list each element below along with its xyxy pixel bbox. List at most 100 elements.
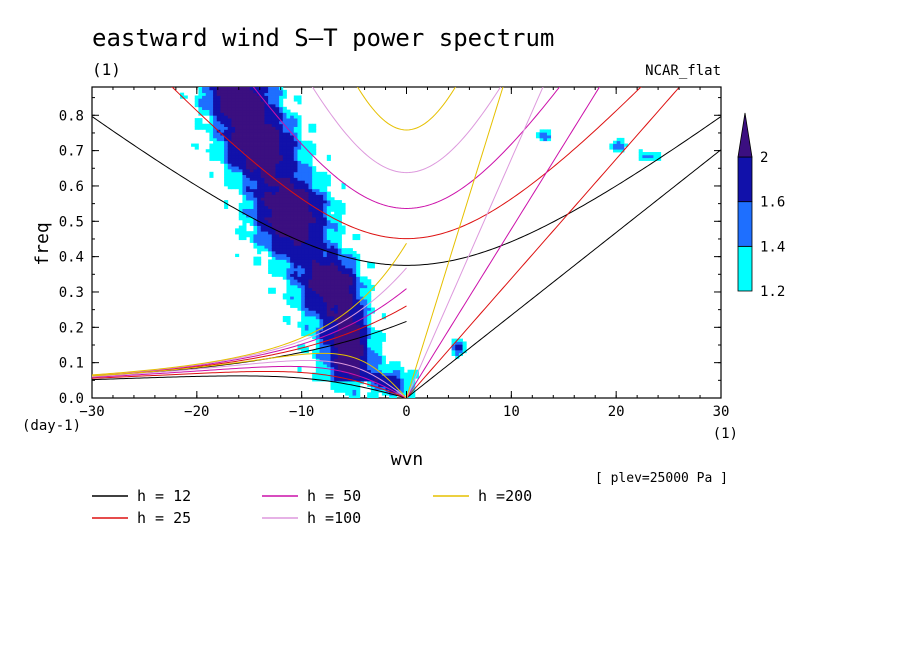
contour-cell: [345, 290, 350, 294]
contour-cell: [271, 250, 276, 255]
contour-cell: [345, 344, 350, 348]
contour-cell: [297, 152, 302, 156]
contour-cell: [323, 287, 328, 291]
contour-cell: [249, 146, 254, 150]
contour-cell: [202, 89, 207, 94]
contour-cell: [345, 316, 350, 320]
contour-cell: [367, 395, 372, 398]
contour-cell: [308, 296, 313, 300]
contour-cell: [238, 157, 243, 161]
contour-cell: [286, 112, 291, 116]
contour-cell: [341, 327, 346, 331]
contour-cell: [260, 200, 265, 204]
contour-cell: [330, 239, 335, 243]
contour-cell: [363, 316, 368, 320]
y-tick-label: 0.7: [59, 144, 84, 160]
contour-cell: [407, 369, 412, 373]
contour-cell: [180, 92, 185, 96]
contour-cell: [290, 301, 295, 306]
contour-cell: [396, 366, 401, 371]
contour-cell: [286, 273, 291, 277]
contour-cell: [624, 143, 629, 147]
contour-cell: [231, 171, 236, 176]
contour-cell: [286, 231, 291, 235]
contour-cell: [348, 273, 353, 277]
contour-cell: [293, 185, 298, 190]
contour-cell: [279, 265, 284, 269]
contour-cell: [308, 140, 313, 144]
contour-cell: [319, 301, 324, 306]
contour-cell: [370, 338, 375, 342]
contour-cell: [286, 282, 291, 286]
contour-cell: [286, 259, 291, 263]
contour-cell: [359, 378, 364, 382]
contour-cell: [297, 101, 302, 105]
contour-cell: [235, 228, 240, 232]
contour-cell: [238, 160, 243, 164]
contour-cell: [315, 287, 320, 291]
contour-cell: [279, 228, 284, 232]
contour-cell: [290, 146, 295, 150]
contour-cell: [458, 344, 463, 348]
contour-cell: [363, 299, 368, 303]
contour-cell: [319, 234, 324, 238]
contour-cell: [326, 234, 331, 238]
contour-cell: [356, 355, 361, 359]
contour-cell: [231, 92, 236, 96]
contour-cell: [352, 335, 357, 340]
contour-cell: [257, 174, 262, 178]
contour-cell: [279, 132, 284, 136]
contour-cell: [315, 205, 320, 209]
contour-cell: [293, 160, 298, 164]
contour-cell: [275, 109, 280, 113]
contour-cell: [348, 284, 353, 289]
contour-cell: [268, 154, 273, 159]
contour-cell: [275, 191, 280, 195]
contour-cell: [319, 197, 324, 201]
contour-cell: [301, 163, 306, 167]
contour-cell: [312, 270, 317, 274]
contour-cell: [227, 118, 232, 122]
contour-cell: [227, 180, 232, 184]
contour-cell: [282, 256, 287, 260]
contour-cell: [242, 166, 247, 170]
contour-cell: [257, 87, 262, 91]
contour-cell: [198, 118, 203, 122]
contour-cell: [323, 364, 328, 368]
contour-cell: [246, 118, 251, 122]
contour-cell: [279, 157, 284, 161]
contour-cell: [264, 135, 269, 139]
contour-cell: [341, 202, 346, 207]
contour-cell: [308, 231, 313, 235]
contour-cell: [271, 191, 276, 195]
contour-cell: [235, 95, 240, 99]
contour-cell: [326, 287, 331, 291]
contour-cell: [359, 310, 364, 314]
contour-cell: [319, 208, 324, 212]
contour-cell: [381, 381, 386, 385]
contour-cell: [304, 200, 309, 204]
contour-cell: [279, 160, 284, 164]
contour-cell: [356, 335, 361, 340]
contour-cell: [319, 211, 324, 215]
contour-cell: [286, 222, 291, 226]
contour-cell: [242, 115, 247, 119]
contour-cell: [359, 372, 364, 376]
contour-cell: [330, 234, 335, 238]
contour-cell: [352, 290, 357, 294]
contour-cell: [326, 256, 331, 260]
contour-cell: [271, 143, 276, 147]
contour-cell: [198, 109, 203, 113]
contour-cell: [271, 160, 276, 164]
contour-cell: [308, 304, 313, 308]
contour-cell: [205, 95, 210, 99]
contour-cell: [356, 369, 361, 373]
contour-cell: [268, 135, 273, 139]
contour-cell: [319, 316, 324, 320]
contour-cell: [209, 143, 214, 147]
contour-cell: [334, 307, 339, 311]
contour-cell: [275, 231, 280, 235]
contour-cell: [249, 106, 254, 111]
contour-cell: [337, 239, 342, 243]
contour-cell: [286, 163, 291, 167]
